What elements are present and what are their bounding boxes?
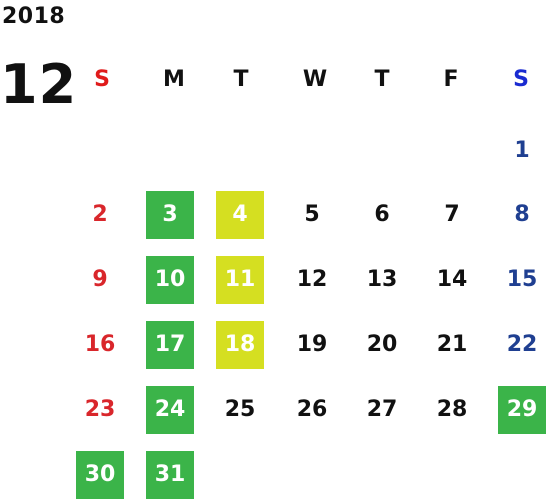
day-cell-12[interactable]: 12: [296, 267, 328, 292]
day-cell-4[interactable]: 4: [216, 191, 264, 239]
day-cell-19[interactable]: 19: [296, 332, 328, 357]
weekday-header-wed: W: [302, 67, 328, 92]
day-cell-26[interactable]: 26: [296, 397, 328, 422]
month-label: 12: [0, 53, 78, 116]
day-cell-29[interactable]: 29: [498, 386, 546, 434]
weekday-header-mon: M: [163, 67, 185, 92]
day-cell-15[interactable]: 15: [506, 267, 538, 292]
day-cell-27[interactable]: 27: [366, 397, 398, 422]
day-cell-11[interactable]: 11: [216, 256, 264, 304]
day-cell-9[interactable]: 9: [92, 267, 108, 292]
day-cell-23[interactable]: 23: [84, 397, 116, 422]
weekday-header-sat: S: [513, 67, 529, 92]
day-cell-30[interactable]: 30: [76, 451, 124, 499]
day-cell-6[interactable]: 6: [374, 202, 390, 227]
day-cell-24[interactable]: 24: [146, 386, 194, 434]
day-cell-16[interactable]: 16: [84, 332, 116, 357]
day-cell-3[interactable]: 3: [146, 191, 194, 239]
year-label: 2018: [2, 4, 66, 29]
day-cell-2[interactable]: 2: [92, 202, 108, 227]
day-cell-8[interactable]: 8: [514, 202, 530, 227]
day-cell-10[interactable]: 10: [146, 256, 194, 304]
weekday-header-sun: S: [94, 67, 110, 92]
day-cell-1[interactable]: 1: [514, 138, 530, 163]
day-cell-21[interactable]: 21: [436, 332, 468, 357]
day-cell-7[interactable]: 7: [444, 202, 460, 227]
day-cell-28[interactable]: 28: [436, 397, 468, 422]
weekday-header-fri: F: [443, 67, 459, 92]
weekday-header-thu: T: [374, 67, 390, 92]
day-cell-22[interactable]: 22: [506, 332, 538, 357]
day-cell-17[interactable]: 17: [146, 321, 194, 369]
day-cell-13[interactable]: 13: [366, 267, 398, 292]
day-cell-14[interactable]: 14: [436, 267, 468, 292]
day-cell-20[interactable]: 20: [366, 332, 398, 357]
day-cell-5[interactable]: 5: [304, 202, 320, 227]
day-cell-25[interactable]: 25: [224, 397, 256, 422]
day-cell-18[interactable]: 18: [216, 321, 264, 369]
weekday-header-tue: T: [233, 67, 249, 92]
day-cell-31[interactable]: 31: [146, 451, 194, 499]
